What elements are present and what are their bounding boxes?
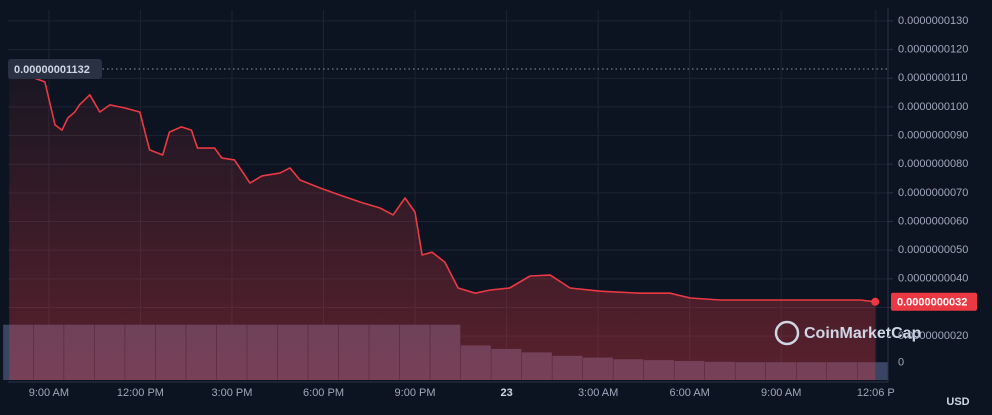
y2-tick-label: 0 — [898, 357, 904, 369]
watermark-text: CoinMarketCap — [804, 325, 922, 342]
value-label: 0.0000000032 — [897, 297, 967, 309]
x-tick-label: 6:00 PM — [303, 387, 344, 399]
y-tick-label: 0.0000000060 — [898, 215, 968, 227]
y-tick-label: 0.0000000070 — [898, 187, 968, 199]
high-badge — [8, 59, 102, 80]
y-tick-label: 0.0000000090 — [898, 129, 968, 141]
x-tick-label: 6:00 AM — [669, 387, 709, 399]
y-tick-label: 0.0000000100 — [898, 101, 968, 113]
x-tick-label: 9:00 PM — [395, 387, 436, 399]
y-tick-label: 0.0000000020 — [898, 330, 968, 342]
y-tick-label: 0.0000000050 — [898, 244, 968, 256]
price-line — [8, 68, 876, 303]
x-tick-label: 12:00 PM — [117, 387, 164, 399]
watermark: CoinMarketCap — [774, 320, 922, 346]
x-tick-label: 9:00 AM — [29, 387, 69, 399]
y-tick-label: 0.0000000080 — [898, 158, 968, 170]
x-tick-label: 3:00 PM — [211, 387, 252, 399]
price-badge — [891, 292, 977, 311]
price-area — [9, 69, 876, 380]
value-label: 0.00000001132 — [14, 64, 90, 76]
y-tick-label: 0.0000000040 — [898, 273, 968, 285]
watermark-logo — [774, 320, 800, 346]
x-tick-label: 23 — [500, 387, 512, 399]
y-tick-label: 0.0000000110 — [898, 72, 968, 84]
y-tick-label: 0.0000000130 — [898, 15, 968, 27]
last-point — [871, 297, 880, 306]
axis-label: USD — [946, 396, 969, 408]
x-tick-label: 9:00 AM — [761, 387, 801, 399]
x-tick-label: 12:06 P — [857, 387, 895, 399]
y-tick-label: 0.0000000120 — [898, 43, 968, 55]
x-tick-label: 3:00 AM — [578, 387, 618, 399]
